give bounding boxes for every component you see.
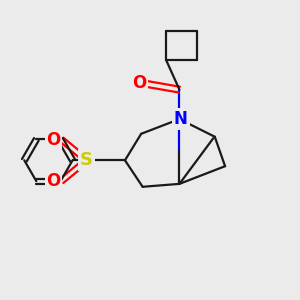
Text: O: O bbox=[132, 74, 146, 92]
Text: S: S bbox=[80, 151, 93, 169]
Text: N: N bbox=[174, 110, 188, 128]
Text: O: O bbox=[46, 172, 61, 190]
Text: O: O bbox=[46, 131, 61, 149]
